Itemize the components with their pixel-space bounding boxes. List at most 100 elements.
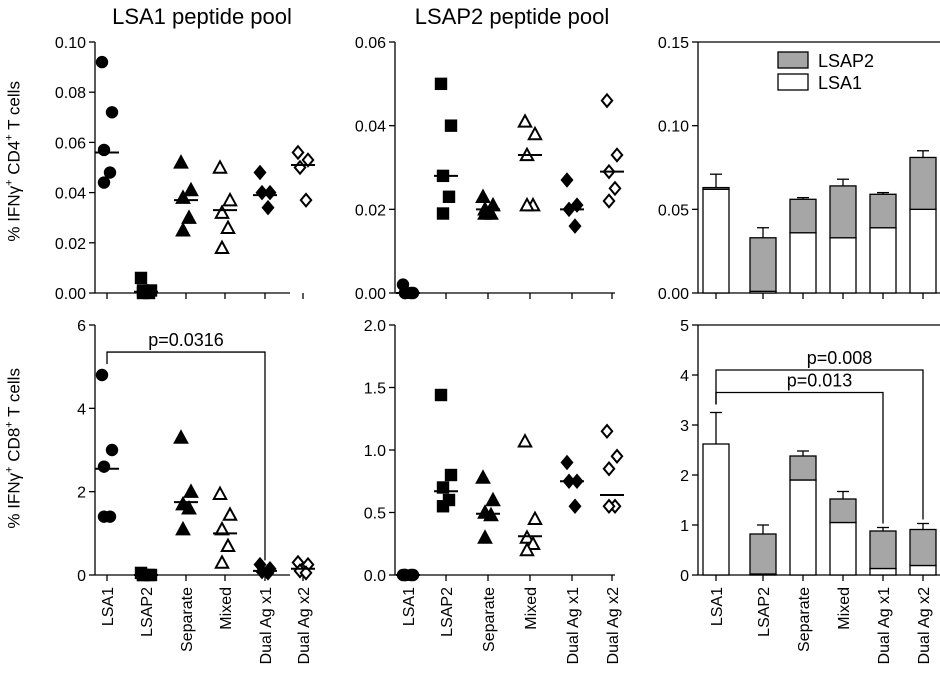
data-point-triangle — [477, 529, 493, 544]
significance-bracket — [715, 369, 924, 520]
bar-lsa1 — [869, 567, 897, 576]
y-tick-label: 2.0 — [364, 318, 386, 335]
data-point-triangle — [173, 429, 189, 444]
data-point-triangle — [222, 506, 238, 521]
data-point-diamond — [602, 460, 616, 477]
y-tick-label: 0.0 — [364, 568, 386, 585]
bar-lsa1 — [909, 208, 937, 294]
y-axis-label-cd4: % IFNγ+ CD4+ T cells — [3, 81, 24, 242]
data-point-diamond — [255, 184, 269, 201]
data-point-diamond — [602, 498, 616, 515]
y-tick-label: 0.00 — [658, 286, 689, 303]
bar-lsap2 — [749, 237, 777, 292]
data-point-triangle — [214, 554, 230, 569]
y-tick-label: 0 — [680, 568, 689, 585]
data-point-diamond — [560, 454, 574, 471]
data-point-diamond — [299, 192, 313, 208]
data-point-triangle — [175, 221, 191, 237]
y-tick-label: 1.5 — [364, 381, 386, 398]
p-value-label: p=0.013 — [787, 371, 853, 391]
x-category-label: Dual Ag x1 — [876, 587, 893, 664]
data-point-triangle — [214, 204, 230, 219]
significance-bracket — [106, 351, 266, 561]
y-tick-label: 0.02 — [355, 202, 386, 219]
bar-lsap2 — [869, 530, 897, 570]
y-tick-label: 2 — [680, 468, 689, 485]
data-point-diamond — [600, 92, 614, 109]
x-category-label: Dual Ag x1 — [258, 587, 275, 664]
bar-lsa1 — [829, 237, 857, 294]
data-point-circle — [95, 55, 109, 69]
data-point-triangle — [222, 191, 238, 207]
p-value-label: p=0.0316 — [148, 330, 224, 350]
data-point-diamond — [610, 147, 624, 163]
y-tick-label: 0.08 — [55, 85, 86, 102]
y-tick-label: 1 — [680, 518, 689, 535]
data-point-square — [436, 207, 450, 220]
x-category-label: LSA1 — [401, 587, 418, 626]
p-value-label: p=0.008 — [807, 348, 873, 368]
bar-lsap2 — [702, 186, 730, 190]
data-point-circle — [97, 510, 111, 523]
data-point-diamond — [602, 193, 616, 209]
data-point-diamond — [568, 498, 582, 515]
data-point-diamond — [560, 172, 574, 188]
y-tick-label: 6 — [77, 318, 86, 335]
data-point-triangle — [475, 469, 491, 484]
data-point-square — [434, 77, 448, 91]
bar-lsap2 — [909, 156, 937, 210]
y-tick-label: 0.06 — [55, 135, 86, 152]
bar-lsap2 — [829, 185, 857, 239]
data-point-triangle — [517, 113, 533, 128]
y-tick-label: 0 — [77, 568, 86, 585]
data-point-triangle — [183, 181, 199, 197]
bar-lsap2 — [749, 533, 777, 575]
y-tick-label: 0.10 — [658, 119, 689, 136]
data-point-triangle — [181, 500, 197, 515]
data-point-triangle — [517, 432, 533, 448]
data-point-diamond — [568, 218, 582, 234]
data-point-square — [444, 468, 458, 482]
data-point-triangle — [519, 196, 535, 212]
title-middle-panel: LSAP2 peptide pool — [414, 4, 610, 29]
legend-label-lsa1: LSA1 — [818, 73, 862, 93]
legend-label-lsap2: LSAP2 — [818, 51, 874, 71]
data-point-diamond — [299, 565, 313, 581]
title-left-panel: LSA1 peptide pool — [112, 4, 292, 29]
bar-lsa1 — [909, 564, 937, 576]
data-point-diamond — [253, 164, 267, 181]
data-point-triangle — [475, 188, 491, 203]
x-category-label: LSAP2 — [439, 587, 456, 637]
data-point-circle — [103, 166, 117, 179]
y-tick-label: 0.05 — [658, 202, 689, 219]
x-category-label: Mixed — [523, 587, 540, 630]
y-tick-label: 2 — [77, 485, 86, 502]
data-point-triangle — [181, 209, 197, 224]
y-tick-label: 0.15 — [658, 35, 689, 52]
data-point-triangle — [183, 483, 199, 498]
y-tick-label: 3 — [680, 418, 689, 435]
bar-lsa1 — [789, 479, 817, 576]
x-category-label: Mixed — [836, 587, 853, 630]
data-point-square — [436, 481, 450, 494]
bar-lsa1 — [869, 227, 897, 294]
x-category-label: Dual Ag x1 — [565, 587, 582, 664]
data-point-square — [434, 388, 448, 402]
data-point-triangle — [527, 510, 543, 525]
data-point-circle — [105, 106, 119, 119]
y-tick-label: 0.06 — [355, 35, 386, 52]
data-point-square — [444, 119, 458, 132]
data-point-triangle — [220, 219, 236, 234]
data-point-triangle — [220, 537, 236, 553]
data-point-square — [436, 500, 450, 513]
data-point-triangle — [527, 125, 543, 141]
bar-lsap2 — [789, 455, 817, 481]
data-point-square — [134, 271, 148, 285]
y-tick-label: 0.10 — [55, 35, 86, 52]
y-tick-label: 0.02 — [55, 236, 86, 253]
bar-lsa1 — [702, 443, 730, 576]
data-point-triangle — [212, 485, 228, 500]
data-point-diamond — [600, 423, 614, 440]
x-category-label: Mixed — [218, 587, 235, 630]
